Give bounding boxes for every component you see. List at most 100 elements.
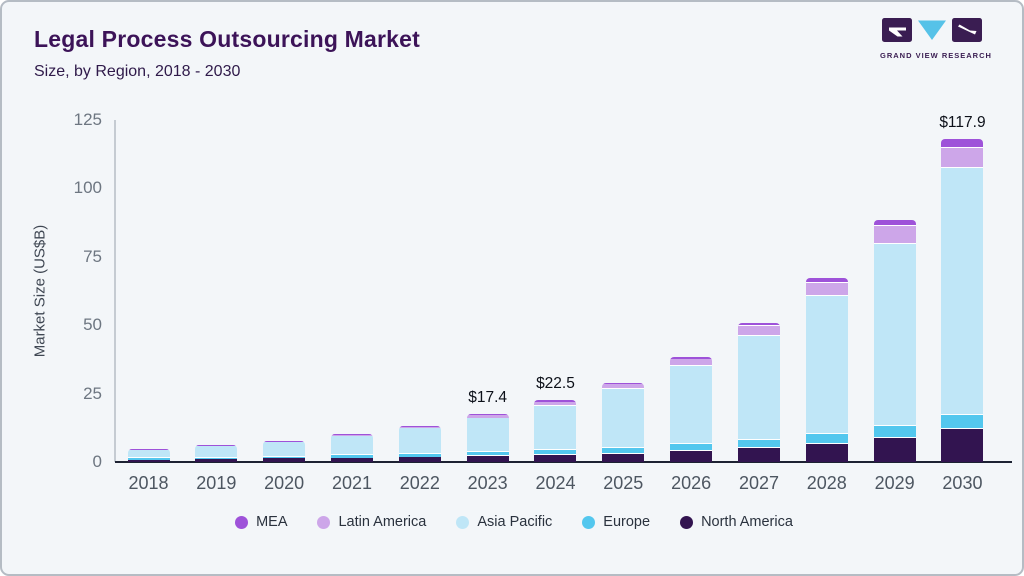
segment-north-america	[466, 455, 509, 462]
segment-europe	[602, 448, 645, 454]
segment-asia-pacific	[805, 295, 848, 434]
bar-2030	[941, 139, 984, 462]
value-label-2030: $117.9	[939, 114, 986, 132]
x-tick-label: 2026	[671, 473, 712, 493]
bar-2020	[263, 440, 306, 462]
legend: MEA Latin America Asia Pacific Europe North …	[2, 514, 1024, 530]
segment-north-america	[330, 457, 373, 462]
x-tick-label: 2021	[331, 473, 372, 493]
legend-label: Latin America	[338, 514, 427, 530]
segment-latin-america	[466, 415, 509, 418]
bar-2023	[466, 414, 509, 462]
legend-label: MEA	[256, 514, 288, 530]
x-tick-label: 2028	[806, 473, 847, 493]
legend-dot-icon	[582, 515, 596, 529]
segment-latin-america	[873, 225, 916, 244]
legend-dot-icon	[317, 515, 331, 529]
gvr-logo-text: GRAND VIEW RESEARCH	[880, 51, 992, 60]
segment-asia-pacific	[195, 445, 238, 458]
segment-north-america	[873, 438, 916, 462]
segment-europe	[398, 454, 441, 457]
bar-2029	[873, 219, 916, 462]
segment-europe	[195, 457, 238, 459]
segment-latin-america	[602, 384, 645, 390]
legend-item-north-america: North America	[680, 514, 793, 530]
segment-europe	[805, 433, 848, 444]
x-tick-label: 2030	[942, 473, 983, 493]
legend-label: Asia Pacific	[477, 514, 553, 530]
segment-latin-america	[398, 426, 441, 428]
legend-item-latin-america: Latin America	[317, 514, 426, 530]
gvr-logo: GRAND VIEW RESEARCH	[880, 18, 992, 60]
segment-asia-pacific	[873, 243, 916, 427]
segment-europe	[330, 455, 373, 458]
bar-2022	[398, 425, 441, 462]
segment-latin-america	[330, 434, 373, 436]
segment-europe	[466, 452, 509, 456]
y-tick-label: 25	[83, 383, 102, 403]
segment-mea	[466, 414, 509, 416]
segment-north-america	[263, 458, 306, 462]
segment-asia-pacific	[602, 389, 645, 449]
x-tick-label: 2020	[264, 473, 305, 493]
segment-north-america	[941, 429, 984, 462]
segment-mea	[941, 139, 984, 148]
segment-europe	[737, 439, 780, 448]
segment-north-america	[670, 451, 713, 462]
x-axis-line	[115, 461, 1012, 463]
bar-2027	[737, 322, 780, 462]
legend-dot-icon	[456, 515, 470, 529]
segment-asia-pacific	[670, 366, 713, 445]
segment-north-america	[534, 454, 577, 462]
segment-mea	[602, 382, 645, 385]
y-tick-label: 50	[83, 315, 102, 335]
bar-2021	[330, 433, 373, 462]
legend-item-mea: MEA	[235, 514, 287, 530]
segment-north-america	[127, 459, 170, 462]
segment-europe	[127, 458, 170, 460]
segment-north-america	[602, 453, 645, 462]
x-tick-label: 2027	[738, 473, 779, 493]
y-tick-label: 0	[92, 452, 102, 471]
segment-asia-pacific	[127, 449, 170, 459]
segment-north-america	[805, 443, 848, 462]
value-label-2024: $22.5	[536, 375, 575, 393]
legend-label: North America	[701, 514, 793, 530]
segment-asia-pacific	[941, 167, 984, 416]
y-tick-label: 100	[73, 178, 102, 198]
segment-asia-pacific	[398, 427, 441, 455]
segment-europe	[941, 415, 984, 430]
bar-2024	[534, 400, 577, 462]
y-tick-label: 75	[83, 246, 102, 266]
segment-europe	[534, 450, 577, 455]
gvr-logo-icon	[882, 18, 982, 42]
segment-latin-america	[737, 326, 780, 336]
segment-asia-pacific	[737, 335, 780, 440]
legend-item-europe: Europe	[582, 514, 650, 530]
segment-north-america	[737, 447, 780, 462]
segment-latin-america	[941, 147, 984, 168]
bar-2025	[602, 382, 645, 462]
segment-mea	[670, 357, 713, 360]
legend-item-asia-pacific: Asia Pacific	[456, 514, 552, 530]
segment-latin-america	[195, 445, 238, 446]
segment-latin-america	[534, 401, 577, 406]
segment-europe	[263, 456, 306, 459]
segment-mea	[534, 400, 577, 402]
segment-mea	[330, 433, 373, 435]
page-title: Legal Process Outsourcing Market	[34, 26, 421, 52]
segment-asia-pacific	[330, 435, 373, 456]
legend-dot-icon	[680, 515, 694, 529]
segment-asia-pacific	[466, 417, 509, 453]
x-tick-label: 2025	[603, 473, 644, 493]
legend-label: Europe	[603, 514, 651, 530]
bar-2028	[805, 277, 848, 462]
x-tick-label: 2029	[874, 473, 915, 493]
segment-latin-america	[670, 359, 713, 367]
legend-dot-icon	[235, 515, 249, 529]
segment-mea	[737, 322, 780, 327]
x-tick-label: 2019	[196, 473, 237, 493]
segment-mea	[873, 219, 916, 226]
